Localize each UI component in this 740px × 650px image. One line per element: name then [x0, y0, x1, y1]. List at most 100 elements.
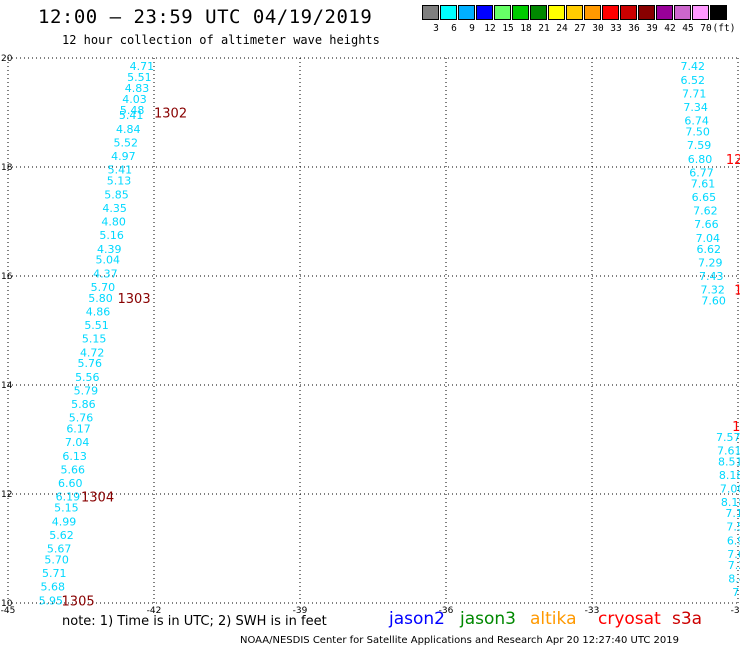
wave-height-label: 7.34	[683, 101, 708, 114]
scale-label: 21	[538, 23, 550, 34]
wave-height-label: 5.16	[99, 229, 124, 242]
pass-time-label: 1	[732, 420, 740, 435]
y-tick-label: 14	[1, 381, 13, 391]
wave-height-label: 5.95	[39, 594, 64, 607]
wave-height-label: 5.13	[107, 175, 132, 188]
x-tick-label: -30	[731, 606, 740, 616]
wave-height-label: 6.74	[684, 115, 709, 128]
x-tick-label: -39	[293, 606, 308, 616]
wave-height-label: 7.42	[680, 60, 705, 73]
y-tick-label: 20	[1, 54, 13, 64]
scale-label: 70	[700, 23, 712, 34]
wave-height-label: 5.41	[108, 164, 133, 177]
wave-height-label: 5.51	[84, 319, 109, 332]
scale-swatch	[476, 5, 493, 20]
wave-height-label: 5.70	[44, 553, 69, 566]
satellite-legend-jason3: jason3	[460, 609, 516, 629]
scale-swatch	[710, 5, 727, 20]
wave-height-label: 5.66	[60, 463, 85, 476]
wave-height-label: 6.52	[680, 74, 705, 87]
wave-height-label: 5.70	[91, 281, 116, 294]
wave-height-label: 7.66	[694, 218, 719, 231]
wave-height-label: 4.37	[93, 267, 118, 280]
wave-height-label: 6.80	[688, 153, 713, 166]
y-tick-label: 16	[1, 272, 13, 282]
wave-height-label: 7.62	[693, 205, 718, 218]
wave-height-label: 4.80	[101, 216, 126, 229]
satellite-legend-s3a: s3a	[672, 609, 703, 629]
wave-height-label: 7.60	[701, 295, 726, 308]
wave-height-label: 7.29	[698, 256, 723, 269]
wave-height-label: 7.	[732, 586, 740, 599]
y-tick-label: 10	[1, 599, 13, 609]
wave-height-label: 7.71	[682, 87, 707, 100]
scale-swatch	[638, 5, 655, 20]
wave-height-label: 7.1	[725, 507, 740, 520]
wave-height-label: 5.51	[127, 71, 152, 84]
wave-height-label: 5.56	[75, 371, 100, 384]
footer-note: note: 1) Time is in UTC; 2) SWH is in fe…	[62, 614, 327, 629]
wave-height-label: 7.59	[687, 139, 712, 152]
y-tick-label: 18	[1, 163, 13, 173]
wave-height-label: 5.15	[54, 502, 79, 515]
wave-height-label: 4.03	[122, 93, 147, 106]
satellite-legend-cryosat: cryosat	[598, 609, 661, 629]
scale-label: 45	[682, 23, 694, 34]
wave-height-label: 5.52	[114, 136, 139, 149]
wave-height-label: 7.50	[685, 126, 710, 139]
scale-label: 12	[484, 23, 496, 34]
scale-swatch	[458, 5, 475, 20]
scale-swatch	[620, 5, 637, 20]
wave-height-label: 6.13	[62, 450, 87, 463]
wave-height-label: 5.04	[96, 254, 121, 267]
scale-label: 18	[520, 23, 532, 34]
wave-height-label: 7.57	[716, 431, 740, 444]
scale-swatch	[548, 5, 565, 20]
scale-label: 3	[433, 23, 439, 34]
scale-label: 36	[628, 23, 640, 34]
wave-height-label: 7.43	[699, 270, 724, 283]
scale-swatch	[494, 5, 511, 20]
wave-height-label: 7.6	[727, 548, 740, 561]
scale-label: 27	[574, 23, 586, 34]
satellite-legend-jason2: jason2	[389, 609, 445, 629]
wave-height-label: 7.2	[728, 559, 740, 572]
chart-title: 12:00 — 23:59 UTC 04/19/2019	[38, 6, 373, 28]
wave-height-label: 7.61	[691, 177, 716, 190]
wave-height-label: 5.68	[41, 581, 66, 594]
pass-time-label: 12	[726, 153, 740, 168]
wave-height-label: 7.00	[720, 483, 740, 496]
wave-height-label: 8.18	[721, 496, 740, 509]
scale-label: 39	[646, 23, 658, 34]
scale-swatch	[530, 5, 547, 20]
wave-height-label: 6.62	[697, 243, 722, 256]
footer-credit: NOAA/NESDIS Center for Satellite Applica…	[240, 635, 679, 646]
scale-swatch	[566, 5, 583, 20]
wave-height-label: 8.4	[728, 572, 740, 585]
wave-height-label: 5.80	[88, 292, 113, 305]
pass-time-label: 1304	[81, 491, 114, 506]
wave-height-label: 8.51	[718, 455, 740, 468]
scale-swatch	[692, 5, 709, 20]
scale-swatch	[656, 5, 673, 20]
x-tick-label: -33	[585, 606, 600, 616]
wave-height-label: 5.71	[42, 567, 67, 580]
wave-height-label: 6.9	[727, 534, 740, 547]
scale-swatch	[602, 5, 619, 20]
scale-label: 33	[610, 23, 622, 34]
wave-height-label: 4.39	[97, 243, 122, 256]
wave-height-label: 4.97	[111, 150, 136, 163]
wave-height-label: 5.67	[47, 543, 72, 556]
scale-swatch	[422, 5, 439, 20]
wave-height-label: 5.86	[71, 398, 96, 411]
wave-height-label: 6.19	[56, 491, 81, 504]
wave-height-label: 4.84	[116, 123, 141, 136]
x-tick-label: -36	[439, 606, 454, 616]
satellite-legend-altika: altika	[530, 609, 577, 629]
wave-height-label: 4.83	[125, 82, 150, 95]
wave-height-label: 7.61	[717, 444, 740, 457]
wave-height-label: 4.86	[86, 305, 111, 318]
pass-time-label: 1303	[118, 292, 151, 307]
wave-height-label: 4.35	[102, 202, 127, 215]
